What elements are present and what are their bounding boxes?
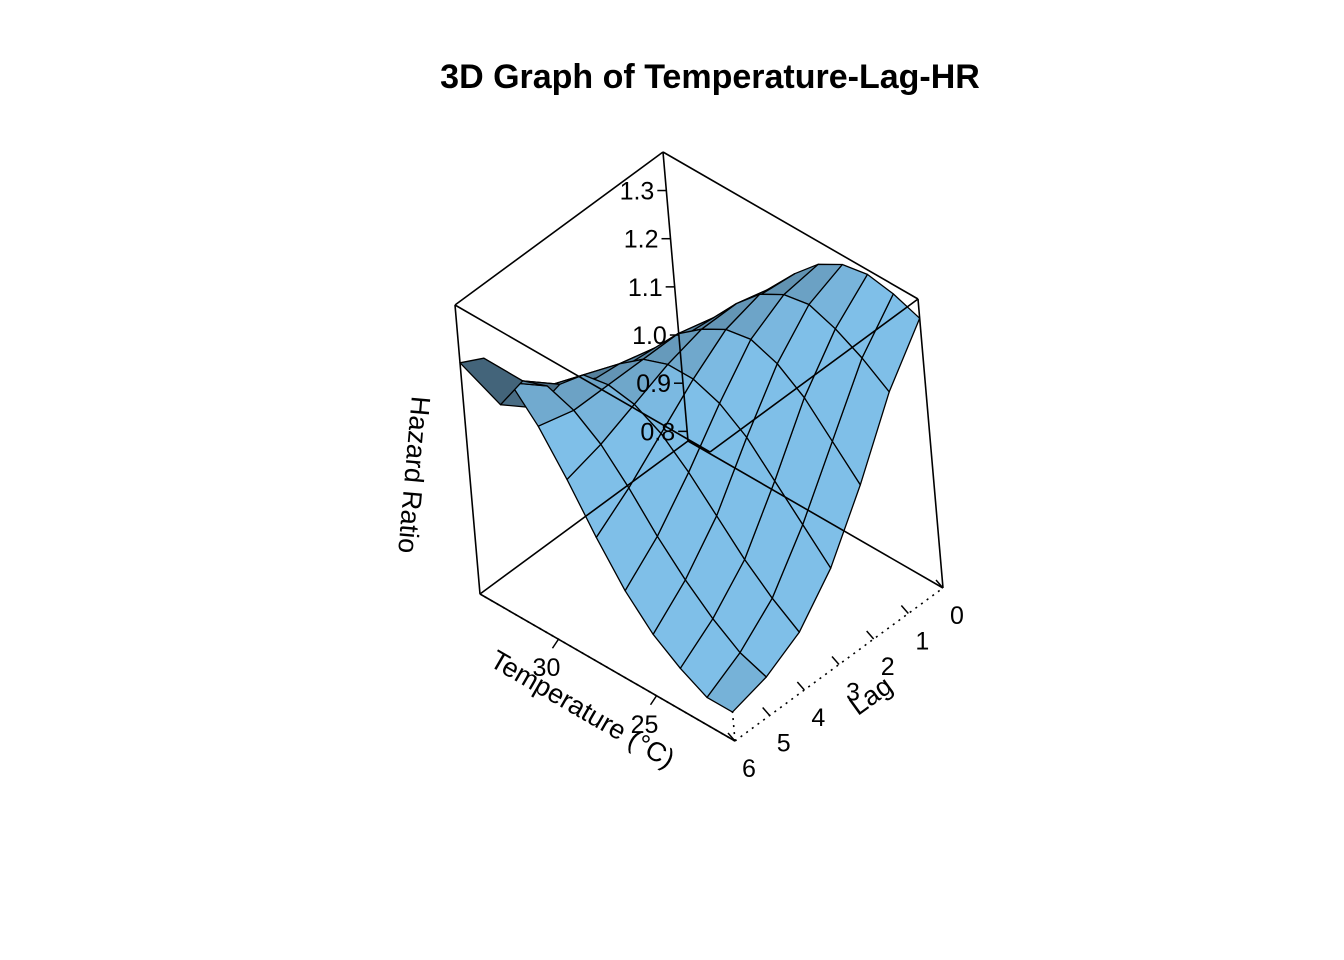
- z-tick-label: 0.9: [636, 370, 671, 398]
- z-tick-label: 1.3: [620, 178, 655, 206]
- box-edge: [662, 151, 919, 300]
- x-tick-label: 30: [533, 654, 561, 682]
- box-edge: [917, 298, 944, 589]
- z-tick-label: 0.8: [640, 418, 675, 446]
- y-tick: [866, 630, 875, 640]
- x-tick: [649, 695, 658, 706]
- z-tick-label: 1.1: [628, 274, 663, 302]
- y-tick: [900, 605, 909, 614]
- z-axis-title: Hazard Ratio: [392, 395, 436, 555]
- y-tick-label: 4: [811, 704, 825, 732]
- box-edge: [662, 151, 689, 442]
- y-tick: [935, 579, 944, 589]
- y-tick: [831, 656, 840, 665]
- box-edge: [709, 298, 919, 453]
- y-tick-label: 5: [777, 730, 791, 758]
- z-tick-label: 1.2: [624, 226, 659, 254]
- y-tick-label: 3: [846, 679, 860, 707]
- x-tick: [551, 638, 560, 649]
- box-edge: [454, 304, 711, 453]
- z-tick-label: 1.0: [632, 322, 667, 350]
- x-tick-label: 25: [631, 711, 659, 739]
- x-axis-title: Temperature (°C): [485, 644, 680, 774]
- box-edge: [687, 440, 944, 589]
- box-edge: [454, 151, 664, 306]
- box-edge: [479, 440, 689, 595]
- y-tick-label: 6: [742, 755, 756, 783]
- y-tick: [727, 732, 736, 742]
- box-edge: [454, 304, 481, 595]
- y-tick-label: 0: [950, 602, 964, 630]
- y-tick: [762, 707, 771, 716]
- bounding-box-front: [454, 151, 944, 742]
- chart-title: 3D Graph of Temperature-Lag-HR: [440, 58, 980, 96]
- y-tick: [796, 681, 805, 691]
- box-edge: [479, 593, 736, 742]
- y-tick-label: 1: [915, 628, 929, 656]
- surface-mesh: [459, 263, 921, 713]
- y-tick-label: 2: [881, 653, 895, 681]
